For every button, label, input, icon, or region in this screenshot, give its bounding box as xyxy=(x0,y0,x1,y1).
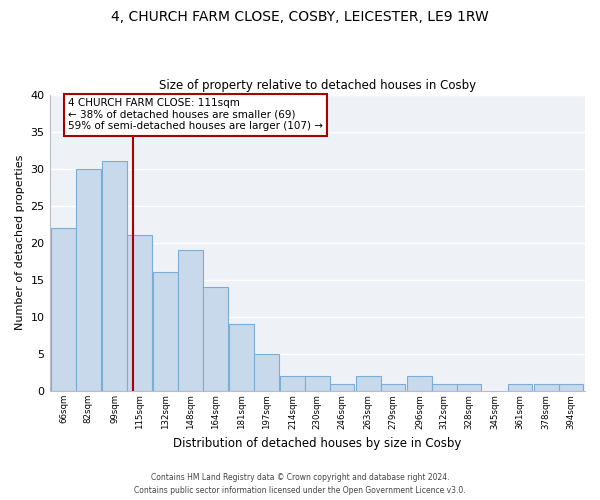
Bar xyxy=(432,384,457,391)
Bar xyxy=(178,250,203,391)
Bar xyxy=(508,384,532,391)
Bar xyxy=(534,384,559,391)
Bar xyxy=(127,236,152,391)
Bar xyxy=(254,354,278,391)
Bar xyxy=(559,384,583,391)
Bar xyxy=(203,288,227,391)
Bar xyxy=(76,168,101,391)
Title: Size of property relative to detached houses in Cosby: Size of property relative to detached ho… xyxy=(159,79,476,92)
Bar xyxy=(381,384,406,391)
Text: Contains HM Land Registry data © Crown copyright and database right 2024.
Contai: Contains HM Land Registry data © Crown c… xyxy=(134,474,466,495)
Y-axis label: Number of detached properties: Number of detached properties xyxy=(15,155,25,330)
Text: 4, CHURCH FARM CLOSE, COSBY, LEICESTER, LE9 1RW: 4, CHURCH FARM CLOSE, COSBY, LEICESTER, … xyxy=(111,10,489,24)
Bar xyxy=(356,376,381,391)
Bar xyxy=(329,384,355,391)
Bar xyxy=(102,162,127,391)
Text: 4 CHURCH FARM CLOSE: 111sqm
← 38% of detached houses are smaller (69)
59% of sem: 4 CHURCH FARM CLOSE: 111sqm ← 38% of det… xyxy=(68,98,323,132)
X-axis label: Distribution of detached houses by size in Cosby: Distribution of detached houses by size … xyxy=(173,437,461,450)
Bar xyxy=(153,272,178,391)
Bar xyxy=(280,376,305,391)
Bar xyxy=(457,384,481,391)
Bar xyxy=(229,324,254,391)
Bar xyxy=(51,228,76,391)
Bar xyxy=(407,376,432,391)
Bar xyxy=(305,376,329,391)
